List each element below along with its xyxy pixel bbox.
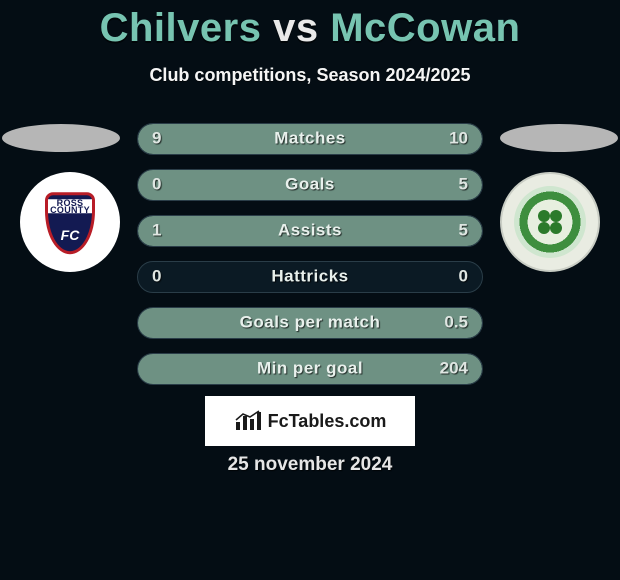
stat-value-right: 0.5 <box>444 313 468 333</box>
brand-logo: FcTables.com <box>205 396 415 446</box>
player-left-name: Chilvers <box>100 6 262 50</box>
club-badge-left: ROSS COUNTY FC <box>20 172 120 272</box>
stat-label: Min per goal <box>257 359 363 379</box>
badge-left-line2: COUNTY <box>48 207 92 214</box>
brand-text: FcTables.com <box>268 411 387 432</box>
page-subtitle: Club competitions, Season 2024/2025 <box>0 65 620 86</box>
stat-label: Matches <box>274 129 346 149</box>
stat-value-right: 204 <box>440 359 468 379</box>
stat-value-left: 0 <box>152 267 161 287</box>
shadow-ellipse-right <box>500 124 618 152</box>
stat-value-left: 0 <box>152 175 161 195</box>
stat-value-right: 10 <box>449 129 468 149</box>
shield-icon: ROSS COUNTY FC <box>45 192 95 254</box>
stat-bar: 0 5 Goals <box>137 169 483 201</box>
club-badge-right <box>500 172 600 272</box>
bar-fill-left <box>138 124 203 154</box>
stat-bar: 0.5 Goals per match <box>137 307 483 339</box>
stat-value-right: 0 <box>459 267 468 287</box>
badge-left-bottom-text: FC <box>48 227 92 243</box>
stat-bar: 204 Min per goal <box>137 353 483 385</box>
player-right-name: McCowan <box>330 6 520 50</box>
stat-value-left: 9 <box>152 129 161 149</box>
stat-bar: 0 0 Hattricks <box>137 261 483 293</box>
title-vs: vs <box>273 6 319 50</box>
stat-value-left: 1 <box>152 221 161 241</box>
stat-value-right: 5 <box>459 175 468 195</box>
stat-label: Assists <box>278 221 342 241</box>
stat-label: Hattricks <box>271 267 348 287</box>
page-title: Chilvers vs McCowan <box>0 0 620 51</box>
shadow-ellipse-left <box>2 124 120 152</box>
stat-label: Goals per match <box>240 313 381 333</box>
stat-value-right: 5 <box>459 221 468 241</box>
stat-label: Goals <box>285 175 335 195</box>
comparison-card: Chilvers vs McCowan Club competitions, S… <box>0 0 620 86</box>
badge-left-top-text: ROSS COUNTY <box>48 199 92 213</box>
clover-icon <box>536 208 564 236</box>
comparison-bars: 9 10 Matches 0 5 Goals 1 5 Assists 0 0 Hattricks 0.5… <box>137 123 483 399</box>
stat-bar: 9 10 Matches <box>137 123 483 155</box>
date-text: 25 november 2024 <box>0 454 620 476</box>
stat-bar: 1 5 Assists <box>137 215 483 247</box>
bar-chart-icon <box>234 410 262 432</box>
